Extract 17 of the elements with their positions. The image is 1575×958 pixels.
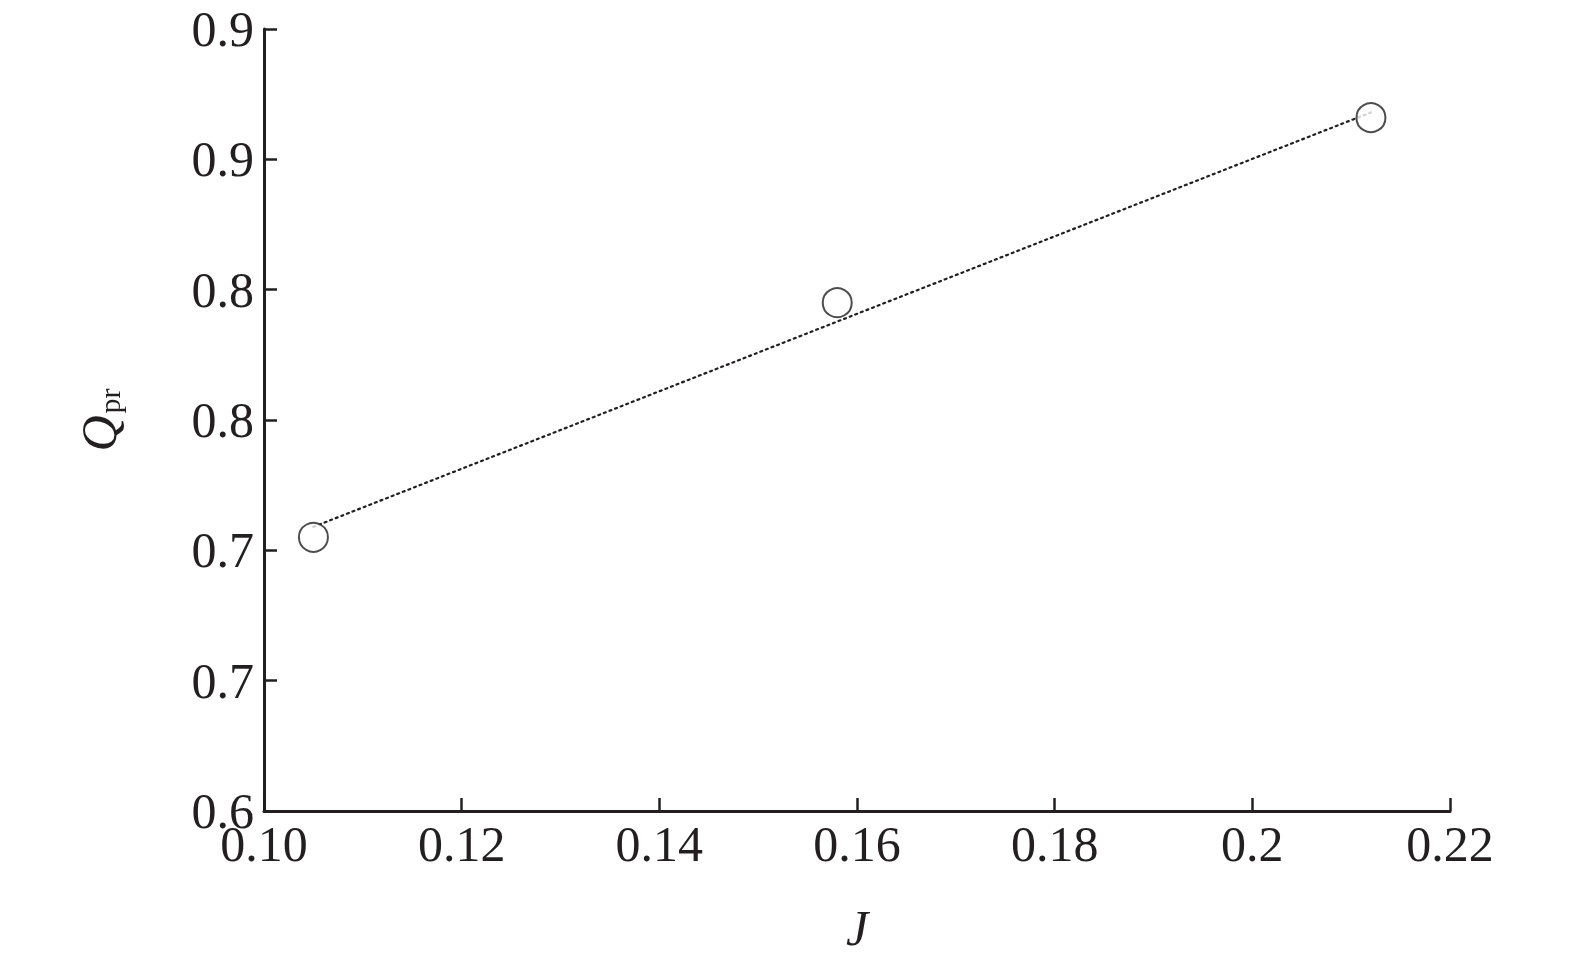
x-tick-label: 0.18 [1010, 816, 1099, 872]
y-tick-label: 0.9 [191, 1, 254, 57]
y-tick-label: 0.7 [191, 522, 254, 579]
point [297, 521, 329, 553]
x-axis-title: J [845, 900, 871, 956]
x-tick-label: 0.12 [417, 816, 506, 872]
point [1355, 102, 1387, 134]
point [821, 287, 853, 319]
y-axis-title: Qpr [71, 388, 127, 452]
x-tick-label: 0.22 [1406, 816, 1494, 872]
x-tick-label: 0.2 [1221, 816, 1284, 872]
y-tick-label: 0.8 [191, 392, 254, 448]
y-tick-label: 0.9 [191, 131, 254, 188]
x-tick-label: 0.16 [813, 816, 901, 872]
x-tick-label: 0.14 [615, 816, 704, 872]
y-tick-label: 0.7 [191, 652, 254, 709]
y-tick-label: 0.8 [191, 261, 254, 318]
